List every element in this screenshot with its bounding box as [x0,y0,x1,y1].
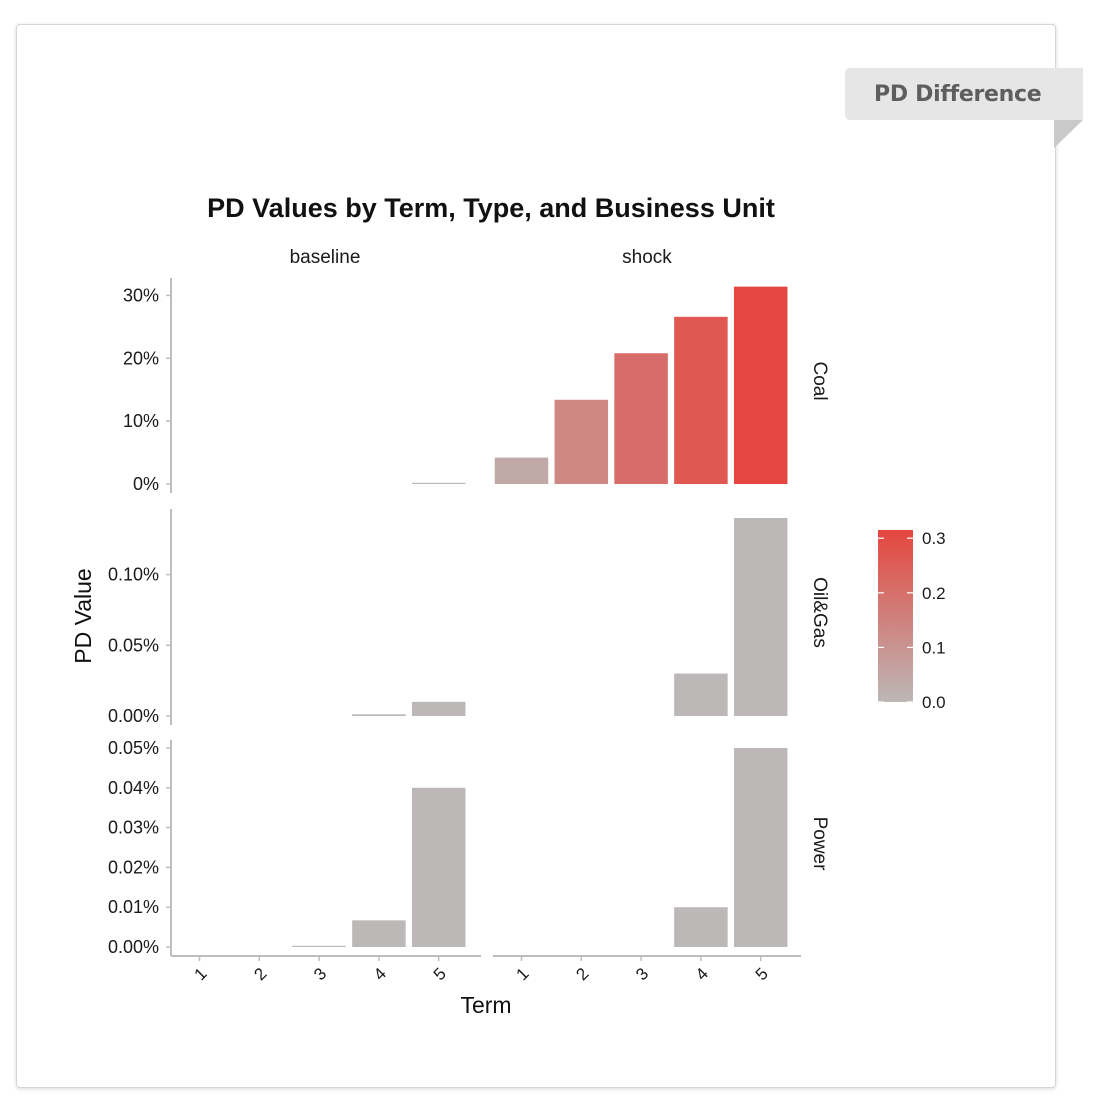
bar-power-shock-term-5 [733,748,788,947]
y-tick-label-coal: 20% [123,348,159,368]
row-strip-oil-gas: Oil&Gas [809,577,830,648]
legend-tick-label: 0.0 [922,693,946,712]
column-strip-shock: shock [622,247,672,268]
bar-coal-shock-term-2 [554,399,609,484]
bar-coal-shock-term-1 [494,457,549,484]
legend-tick-label: 0.2 [922,584,946,603]
y-tick-label-power: 0.01% [108,897,159,917]
y-tick-label-coal: 0% [133,474,159,494]
bar-coal-baseline-term-5 [411,482,466,484]
y-tick-label-power: 0.05% [108,738,159,758]
x-tick-label-shock: 1 [513,964,533,984]
x-tick-label-baseline: 4 [370,964,390,984]
bar-power-baseline-term-4 [352,920,406,947]
bar-coal-shock-term-5 [733,286,788,484]
x-tick-label-baseline: 3 [310,964,330,984]
bar-oil-gas-baseline-term-4 [352,714,406,716]
y-tick-label-power: 0.00% [108,937,159,957]
y-tick-label-coal: 30% [123,285,159,305]
y-tick-label-oil-gas: 0.05% [108,635,159,655]
bar-coal-shock-term-3 [614,353,668,484]
bar-oil-gas-baseline-term-5 [411,701,466,716]
column-strip-baseline: baseline [290,247,361,268]
color-legend: 0.0 0.1 0.2 0.3 [878,529,946,712]
pd-difference-tab[interactable]: PD Difference [845,68,1083,120]
y-tick-label-oil-gas: 0.10% [108,565,159,585]
y-tick-label-power: 0.03% [108,818,159,838]
x-tick-label-shock: 5 [752,964,772,984]
bar-power-baseline-term-3 [292,945,346,947]
bar-oil-gas-shock-term-4 [674,673,728,716]
x-tick-label-baseline: 2 [250,964,270,984]
x-tick-label-baseline: 1 [191,964,211,984]
pd-difference-tab-label: PD Difference [874,81,1042,107]
facet-panels: 0% 10% 20% 30% Coal 0.00% 0.05% 0.10% Oil&Gas 0.0… [108,278,830,984]
y-axis-label: PD Value [70,568,96,663]
x-axis-label: Term [460,992,511,1018]
y-tick-label-power: 0.02% [108,857,159,877]
x-tick-label-baseline: 5 [430,964,450,984]
y-tick-label-power: 0.04% [108,778,159,798]
y-tick-label-oil-gas: 0.00% [108,706,159,726]
bar-coal-shock-term-4 [674,316,728,484]
ribbon-fold [1054,120,1083,148]
bar-power-baseline-term-5 [411,787,466,947]
x-tick-label-shock: 3 [632,964,652,984]
row-strip-power: Power [809,817,830,872]
legend-tick-label: 0.3 [922,529,946,548]
y-tick-label-coal: 10% [123,411,159,431]
x-tick-label-shock: 2 [572,964,592,984]
legend-colorbar [878,530,913,702]
bar-oil-gas-shock-term-5 [733,518,788,716]
x-tick-label-shock: 4 [692,964,712,984]
chart-title: PD Values by Term, Type, and Business Un… [207,193,775,223]
bar-power-shock-term-4 [674,907,728,947]
legend-tick-label: 0.1 [922,638,946,657]
row-strip-coal: Coal [809,361,830,400]
